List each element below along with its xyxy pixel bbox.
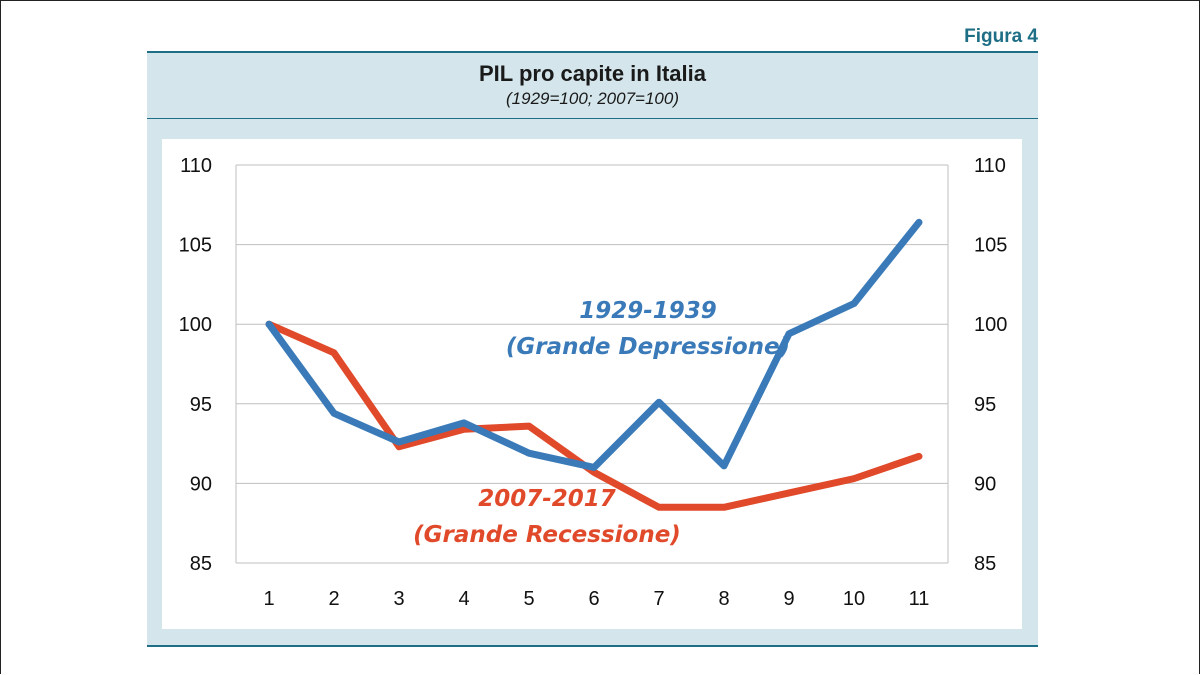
series-line-1929-1939 <box>265 218 923 471</box>
y-tick-right-90: 90 <box>974 473 996 495</box>
x-tick-8: 8 <box>718 588 729 610</box>
x-tick-9: 9 <box>783 588 794 610</box>
chart-subtitle: (1929=100; 2007=100) <box>506 89 679 108</box>
annotation-1929-1939-years: 1929-1939 <box>579 298 717 324</box>
y-tick-left-95: 95 <box>190 394 212 416</box>
x-tick-1: 1 <box>263 588 274 610</box>
x-tick-6: 6 <box>588 588 599 610</box>
line-chart: 85 85 90 90 95 95 100 100 105 105 110 110 1 2 3 4 5 6 7 8 9 1… <box>179 155 1008 610</box>
y-tick-right-95: 95 <box>974 394 996 416</box>
y-tick-left-110: 110 <box>180 155 212 177</box>
x-tick-2: 2 <box>328 588 339 610</box>
chart-title: PIL pro capite in Italia <box>479 61 706 86</box>
y-tick-left-100: 100 <box>179 314 212 336</box>
series-annotations: 1929-1939 (Grande Depressione) 2007-2017… <box>413 298 790 548</box>
x-tick-7: 7 <box>653 588 664 610</box>
plot-area: 85 85 90 90 95 95 100 100 105 105 110 110 1 2 3 4 5 6 7 8 9 1… <box>162 139 1022 629</box>
gridlines <box>236 164 948 484</box>
figure-panel: PIL pro capite in Italia (1929=100; 2007… <box>147 51 1038 647</box>
series-lines <box>265 218 923 511</box>
y-tick-right-100: 100 <box>974 314 1007 336</box>
x-tick-10: 10 <box>843 588 865 610</box>
chart-header: PIL pro capite in Italia (1929=100; 2007… <box>147 53 1038 119</box>
series-line-2007-2017 <box>265 320 923 511</box>
y-tick-right-85: 85 <box>974 553 996 575</box>
x-tick-11: 11 <box>909 588 930 610</box>
x-tick-4: 4 <box>458 588 469 610</box>
x-tick-3: 3 <box>393 588 404 610</box>
y-tick-left-85: 85 <box>190 553 212 575</box>
annotation-1929-1939-name: (Grande Depressione) <box>506 334 790 360</box>
annotation-2007-2017-name: (Grande Recessione) <box>413 522 681 548</box>
annotation-2007-2017-years: 2007-2017 <box>478 486 616 512</box>
figure-label: Figura 4 <box>964 26 1038 47</box>
y-tick-left-105: 105 <box>179 235 212 257</box>
y-tick-left-90: 90 <box>190 473 212 495</box>
x-tick-5: 5 <box>523 588 534 610</box>
axes: 85 85 90 90 95 95 100 100 105 105 110 110 1 2 3 4 5 6 7 8 9 1… <box>179 155 1008 610</box>
y-tick-right-105: 105 <box>974 235 1007 257</box>
y-tick-right-110: 110 <box>974 155 1006 177</box>
